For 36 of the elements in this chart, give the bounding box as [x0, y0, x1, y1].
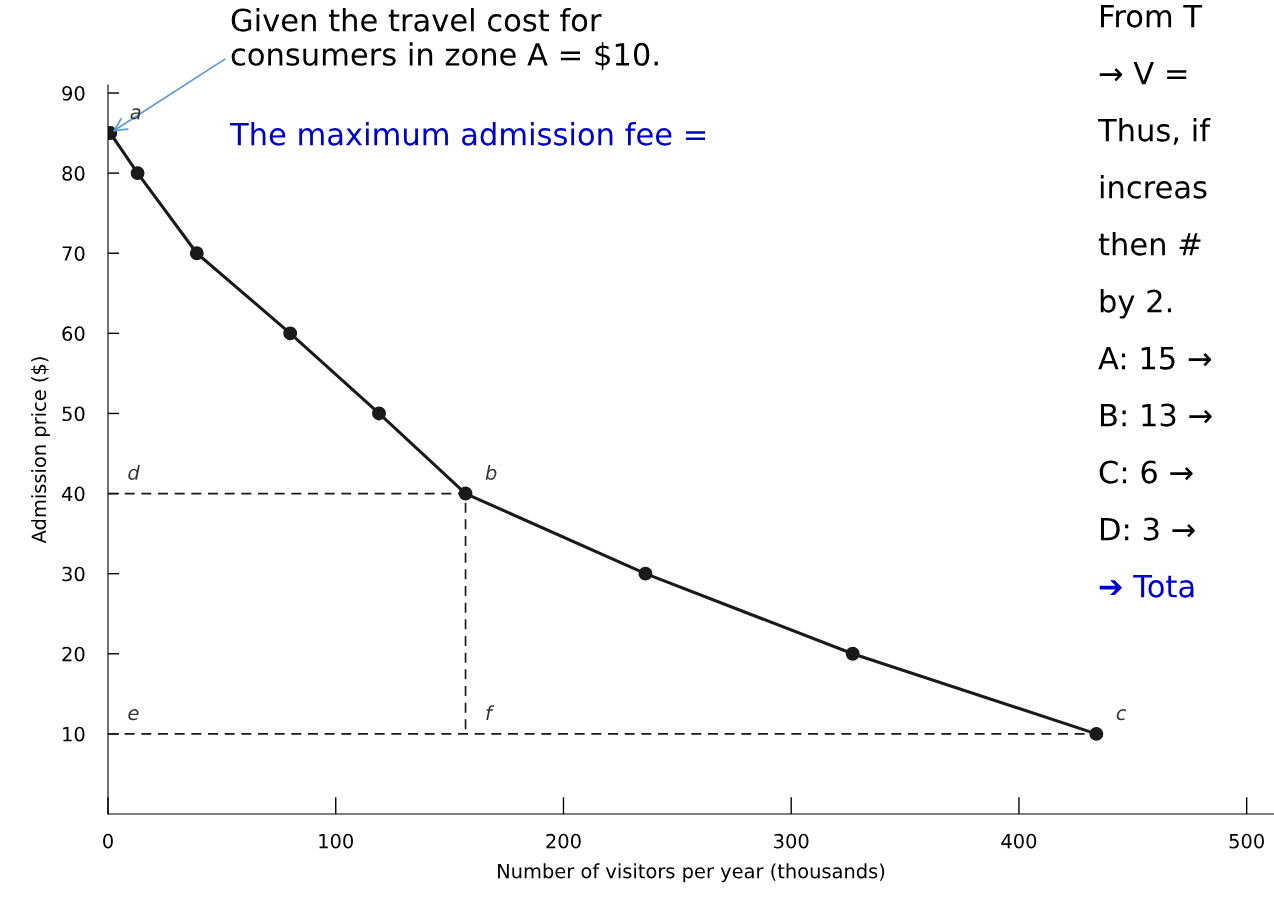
y-tick-label: 70 [62, 246, 85, 261]
annotation: then # [1098, 232, 1201, 256]
text: → V = [1099, 61, 1187, 85]
annotation: Thus, if [1097, 118, 1211, 145]
x-tick-label: 400 [1001, 833, 1037, 849]
y-tick-label: 80 [62, 166, 85, 181]
y-tick-label: 20 [62, 646, 85, 662]
annotation: C: 6 → [1099, 460, 1193, 484]
y-tick-label: 90 [62, 85, 85, 101]
y-tick-label: 30 [62, 566, 85, 582]
y-tick-label: 50 [62, 406, 85, 422]
x-tick-label: 100 [319, 833, 353, 849]
x-tick-label: 200 [546, 833, 581, 849]
text: From T [1101, 4, 1203, 28]
y-axis-title: Admission price ($) [31, 357, 50, 544]
annotation: d [128, 464, 140, 480]
annotation: A: 15 → [1098, 346, 1212, 370]
annotation: b [485, 464, 497, 480]
y-tick-label: 10 [63, 726, 85, 742]
annotation: e [128, 709, 139, 721]
annotation: c [1116, 709, 1127, 721]
y-tick-label: 40 [61, 486, 85, 502]
annotation: The maximum admission fee = [229, 122, 706, 146]
x-tick-label: 300 [774, 833, 809, 849]
annotation: a [130, 108, 141, 120]
x-tick-label: 500 [1229, 833, 1264, 849]
annotation: Given the travel cost for consumers in zone A = $10. [231, 8, 658, 70]
annotation: D: 3 → [1101, 517, 1195, 541]
x-axis-title: Number of visitors per year (thousands) [498, 863, 885, 883]
x-tick-label: 0 [103, 833, 113, 849]
annotation: B: 13 → [1101, 403, 1212, 427]
annotation: f [486, 705, 495, 720]
annotation: by 2. [1100, 289, 1172, 319]
y-tick-label: 60 [62, 326, 85, 341]
annotation: increas [1100, 175, 1207, 199]
annotation: ➔ Tota [1099, 574, 1194, 598]
